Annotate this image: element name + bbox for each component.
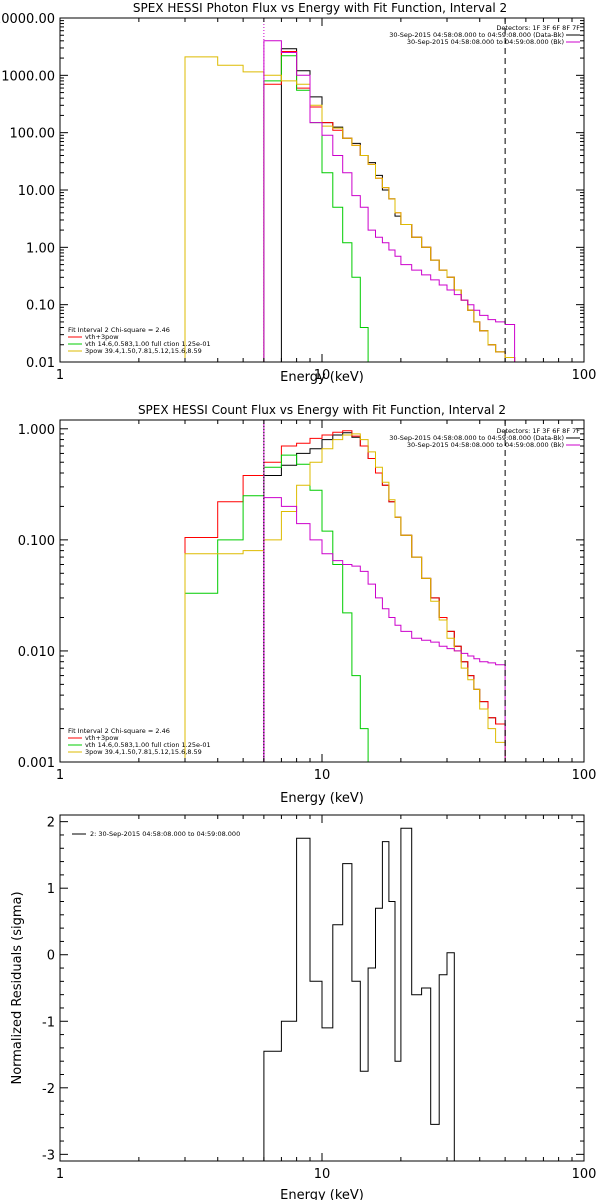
photon-flux-fit-item-vth: vth 14.6,0.583,1.00 full ction 1.25e-01 [85, 340, 211, 348]
count-flux-series [184, 430, 515, 762]
residuals-xtick-label-1: 1 [56, 1167, 64, 1182]
residuals-ytick-label-0: 0 [47, 949, 55, 964]
photon-flux-fit-header: Fit Interval 2 Chi-square = 2.46 [68, 326, 170, 334]
residuals-ytick-label-1: 1 [47, 882, 55, 897]
residuals-legend: 2: 30-Sep-2015 04:58:08.000 to 04:59:08.… [72, 830, 240, 838]
photon-flux-panel: SPEX HESSI Photon Flux vs Energy with Fi… [0, 1, 596, 385]
photon-flux-xtick-label-10: 10 [314, 368, 331, 383]
count-flux-info: Detectors: 1F 3F 6F 8F 7F 30-Sep-2015 04… [389, 427, 580, 449]
residuals-ticks: 1 10 100 -3 -2 -1 0 1 2 [42, 815, 596, 1182]
count-flux-ticks: 1 10 100 0.001 0.010 0.100 1.000 [18, 420, 597, 783]
photon-flux-info-bk: 30-Sep-2015 04:58:08.000 to 04:59:08.000… [407, 38, 564, 46]
residuals-ytick-label--3: -3 [42, 1148, 55, 1163]
residuals-xtick-label-100: 100 [572, 1167, 597, 1182]
count-flux-title: SPEX HESSI Count Flux vs Energy with Fit… [138, 403, 506, 417]
count-flux-series-2 [184, 454, 376, 762]
count-flux-series-1 [184, 430, 515, 762]
count-flux-fit-item-total: vth+3pow [85, 734, 119, 742]
photon-flux-xtick-label-1: 1 [56, 368, 64, 383]
photon-flux-series-4 [263, 40, 516, 362]
photon-flux-ytick-label-10.00: 10.00 [18, 184, 55, 199]
count-flux-xlabel: Energy (keV) [280, 791, 364, 806]
count-flux-reference-lines [263, 420, 506, 762]
photon-flux-ytick-label-10000.00: 10000.00 [0, 12, 55, 27]
residuals-series-0 [263, 827, 515, 1161]
count-flux-xtick-label-1: 1 [56, 768, 64, 783]
residuals-series [263, 827, 515, 1161]
count-flux-fit-item-vth: vth 14.6,0.583,1.00 full ction 1.25e-01 [85, 741, 211, 749]
count-flux-xtick-label-100: 100 [572, 768, 597, 783]
photon-flux-info-detectors: Detectors: 1F 3F 6F 8F 7F [496, 24, 580, 32]
photon-flux-info-data-bk: 30-Sep-2015 04:58:08.000 to 04:59:08.000… [389, 31, 564, 39]
photon-flux-ticks: 1 10 100 0.01 0.10 1.00 10.00 100.00 1000.00 1000… [0, 12, 596, 383]
photon-flux-title: SPEX HESSI Photon Flux vs Energy with Fi… [133, 1, 507, 15]
photon-flux-fit-legend: Fit Interval 2 Chi-square = 2.46 vth+3po… [68, 326, 211, 355]
photon-flux-fit-item-3pow: 3pow 39.4,1.50,7.81,5.12,15.6,8.59 [85, 347, 202, 355]
count-flux-info-detectors: Detectors: 1F 3F 6F 8F 7F [496, 427, 580, 435]
count-flux-series-3 [184, 433, 515, 762]
residuals-ytick-label--2: -2 [42, 1082, 55, 1097]
photon-flux-series-3 [184, 56, 516, 362]
photon-flux-ytick-label-100.00: 100.00 [10, 127, 56, 142]
photon-flux-xlabel: Energy (keV) [280, 370, 364, 385]
residuals-xlabel: Energy (keV) [280, 1188, 364, 1200]
count-flux-ytick-label-0.010: 0.010 [18, 645, 55, 660]
residuals-ytick-label-2: 2 [47, 816, 55, 831]
photon-flux-info: Detectors: 1F 3F 6F 8F 7F 30-Sep-2015 04… [389, 24, 580, 46]
residuals-ytick-label--1: -1 [42, 1015, 55, 1030]
count-flux-fit-header: Fit Interval 2 Chi-square = 2.46 [68, 727, 170, 735]
residuals-legend-label: 2: 30-Sep-2015 04:58:08.000 to 04:59:08.… [90, 830, 240, 838]
count-flux-ytick-label-1.000: 1.000 [18, 423, 55, 438]
count-flux-xtick-label-10: 10 [314, 768, 331, 783]
count-flux-panel: SPEX HESSI Count Flux vs Energy with Fit… [18, 403, 597, 806]
count-flux-ytick-label-0.001: 0.001 [18, 756, 55, 771]
residuals-panel: 1 10 100 -3 -2 -1 0 1 2 Energy (keV) Normalized … [10, 814, 596, 1200]
count-flux-series-4 [263, 497, 515, 762]
photon-flux-ytick-label-0.01: 0.01 [26, 356, 55, 371]
photon-flux-reference-lines [263, 18, 506, 362]
residuals-ylabel: Normalized Residuals (sigma) [10, 891, 25, 1084]
photon-flux-ytick-label-1000.00: 1000.00 [1, 69, 55, 84]
count-flux-fit-item-3pow: 3pow 39.4,1.50,7.81,5.12,15.6,8.59 [85, 748, 202, 756]
residuals-xtick-label-10: 10 [314, 1167, 331, 1182]
count-flux-ytick-label-0.100: 0.100 [18, 534, 55, 549]
photon-flux-xtick-label-100: 100 [572, 368, 597, 383]
photon-flux-series [184, 40, 516, 362]
photon-flux-ytick-label-1.00: 1.00 [26, 241, 55, 256]
count-flux-info-bk: 30-Sep-2015 04:58:08.000 to 04:59:08.000… [407, 441, 564, 449]
photon-flux-series-2 [263, 55, 376, 362]
count-flux-info-data-bk: 30-Sep-2015 04:58:08.000 to 04:59:08.000… [389, 434, 564, 442]
photon-flux-fit-item-total: vth+3pow [85, 333, 119, 341]
photon-flux-ytick-label-0.10: 0.10 [26, 299, 55, 314]
count-flux-fit-legend: Fit Interval 2 Chi-square = 2.46 vth+3po… [68, 727, 211, 756]
